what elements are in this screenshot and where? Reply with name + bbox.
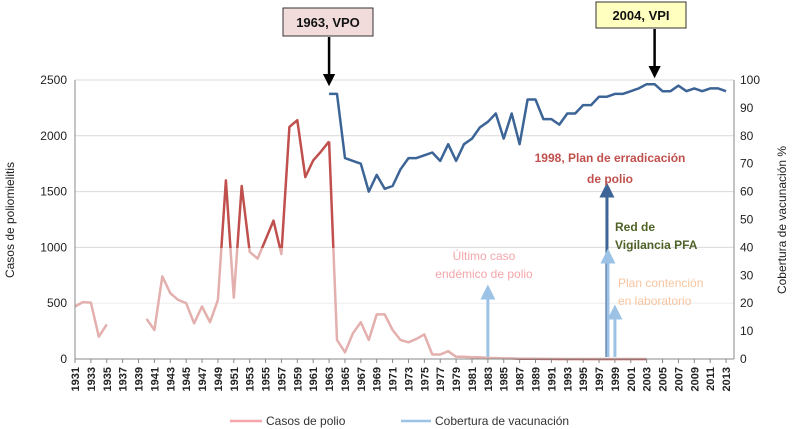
x-tick-19: 1969 <box>372 367 384 391</box>
x-tick-38: 2007 <box>673 367 685 391</box>
x-tick-25: 1981 <box>467 367 479 391</box>
annotation-ultimo-caso-line-1: endémico de polio <box>435 267 533 281</box>
x-tick-4: 1939 <box>134 367 146 391</box>
x-tick-24: 1979 <box>451 367 463 391</box>
x-tick-20: 1971 <box>388 367 400 391</box>
x-tick-41: 2013 <box>721 367 733 391</box>
x-tick-3: 1937 <box>118 367 130 391</box>
right-tick-10: 100 <box>740 73 760 87</box>
annotation-erradicacion-line-1: de polio <box>587 172 633 186</box>
annotations: 1963, VPO 2004, VPI 1998, Plan de erradica… <box>282 1 703 308</box>
x-tick-39: 2009 <box>689 367 701 391</box>
fade-overlay <box>75 248 734 359</box>
annotation-contencion-line-0: Plan contención <box>618 276 703 290</box>
annotation-vigilancia-line-0: Red de <box>615 220 655 234</box>
x-tick-1: 1933 <box>86 367 98 391</box>
right-axis-title: Cobertura de vacunación % <box>775 146 789 294</box>
left-tick-5: 2500 <box>40 73 67 87</box>
x-tick-16: 1963 <box>324 367 336 391</box>
x-tick-17: 1965 <box>340 367 352 391</box>
x-tick-14: 1959 <box>292 367 304 391</box>
x-tick-33: 1997 <box>594 367 606 391</box>
x-tick-37: 2005 <box>658 367 670 391</box>
right-tick-9: 90 <box>740 101 754 115</box>
right-y-ticks: 0 10 20 30 40 50 60 70 80 90 100 <box>740 73 760 366</box>
x-tick-12: 1955 <box>261 367 273 391</box>
x-tick-31: 1993 <box>562 367 574 391</box>
x-tick-9: 1949 <box>213 367 225 391</box>
x-tick-34: 1999 <box>610 367 622 391</box>
x-tick-10: 1951 <box>229 367 241 391</box>
x-tick-2: 1935 <box>102 367 114 391</box>
annotation-arrows <box>322 29 661 357</box>
series-line-1-0 <box>329 82 727 193</box>
x-tick-23: 1977 <box>435 367 447 391</box>
left-axis-title: Casos de poliomielitis <box>3 162 17 278</box>
right-tick-6: 60 <box>740 185 754 199</box>
legend-label-casos: Casos de polio <box>266 414 346 428</box>
left-tick-0: 0 <box>60 352 67 366</box>
right-tick-4: 40 <box>740 240 754 254</box>
x-tick-36: 2003 <box>642 367 654 391</box>
legend-label-cobertura: Cobertura de vacunación <box>435 414 569 428</box>
x-tick-7: 1945 <box>181 367 193 391</box>
x-tick-18: 1967 <box>356 367 368 391</box>
x-tick-32: 1995 <box>578 367 590 391</box>
x-tick-0: 1931 <box>70 367 82 391</box>
left-tick-4: 2000 <box>40 129 67 143</box>
x-tick-27: 1985 <box>499 367 511 391</box>
x-tick-28: 1987 <box>515 367 527 391</box>
right-tick-2: 20 <box>740 296 754 310</box>
x-tick-29: 1989 <box>531 367 543 391</box>
callout-text-vpi: 2004, VPI <box>612 8 669 23</box>
right-tick-0: 0 <box>740 352 747 366</box>
legend: Casos de polio Cobertura de vacunación <box>230 414 569 428</box>
annotation-erradicacion-line-0: 1998, Plan de erradicación <box>535 151 686 165</box>
right-tick-5: 50 <box>740 213 754 227</box>
callout-box-vpi <box>595 1 687 29</box>
right-tick-8: 80 <box>740 129 754 143</box>
x-tick-40: 2011 <box>705 367 717 391</box>
x-tick-35: 2001 <box>626 367 638 391</box>
right-tick-3: 30 <box>740 268 754 282</box>
callout-box-vpo <box>282 7 374 37</box>
right-tick-1: 10 <box>740 324 754 338</box>
left-tick-2: 1000 <box>40 240 67 254</box>
right-tick-7: 70 <box>740 157 754 171</box>
x-tick-26: 1983 <box>483 367 495 391</box>
callout-text-vpo: 1963, VPO <box>296 15 360 30</box>
x-tick-22: 1975 <box>419 367 431 391</box>
x-tick-6: 1943 <box>165 367 177 391</box>
axes <box>74 80 735 360</box>
x-tick-30: 1991 <box>546 367 558 391</box>
annotation-contencion-line-1: en laboratorio <box>618 294 692 308</box>
x-tick-8: 1947 <box>197 367 209 391</box>
x-tick-11: 1953 <box>245 367 257 391</box>
annotation-vigilancia-line-1: Vigilancia PFA <box>615 238 698 252</box>
x-tick-15: 1961 <box>308 367 320 391</box>
left-tick-3: 1500 <box>40 185 67 199</box>
x-ticks: 1931 1933 1935 1937 1939 1941 1943 1945 1947 1949… <box>70 359 733 391</box>
left-tick-1: 500 <box>47 296 67 310</box>
x-tick-5: 1941 <box>149 367 161 391</box>
left-y-ticks: 0 500 1000 1500 2000 2500 <box>40 73 67 366</box>
x-tick-13: 1957 <box>276 367 288 391</box>
x-tick-21: 1973 <box>403 367 415 391</box>
annotation-ultimo-caso-line-0: Último caso <box>453 248 516 263</box>
